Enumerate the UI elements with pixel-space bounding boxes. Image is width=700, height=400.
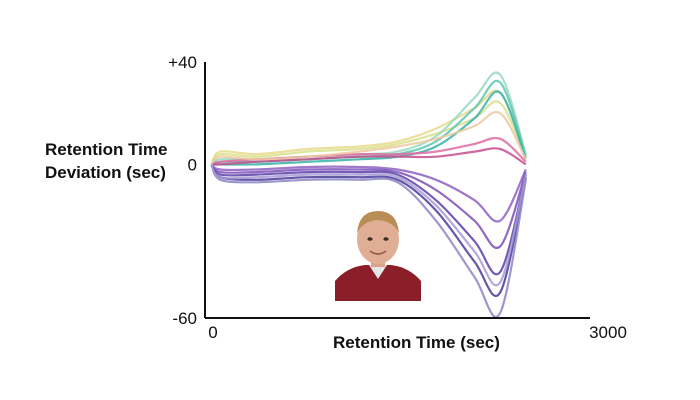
series-line-8	[210, 163, 527, 223]
x-tick-label-2: 3000	[589, 323, 627, 342]
y-axis-label-line-1: Retention Time	[45, 140, 167, 159]
series-line-1	[210, 89, 527, 166]
series-line-14	[210, 110, 527, 166]
series-line-6	[211, 136, 527, 166]
tick-layer: +40 0 -60 0 3000	[168, 53, 627, 342]
series-line-10	[210, 163, 527, 276]
series-line-2	[210, 100, 527, 166]
series-line-11	[210, 163, 527, 297]
series-line-7	[211, 147, 527, 166]
series-layer	[210, 71, 527, 318]
series-line-12	[210, 163, 527, 318]
x-axis-label: Retention Time (sec)	[333, 333, 500, 352]
series-line-13	[210, 163, 527, 287]
y-tick-label-3: -60	[172, 309, 197, 328]
x-tick-label-1: 0	[208, 323, 217, 342]
series-line-5	[211, 90, 527, 166]
y-axis-label-line-2: Deviation (sec)	[45, 163, 166, 182]
series-line-9	[210, 163, 527, 250]
person-photo	[335, 205, 421, 301]
y-tick-label-2: 0	[188, 155, 197, 174]
y-tick-label-1: +40	[168, 53, 197, 72]
